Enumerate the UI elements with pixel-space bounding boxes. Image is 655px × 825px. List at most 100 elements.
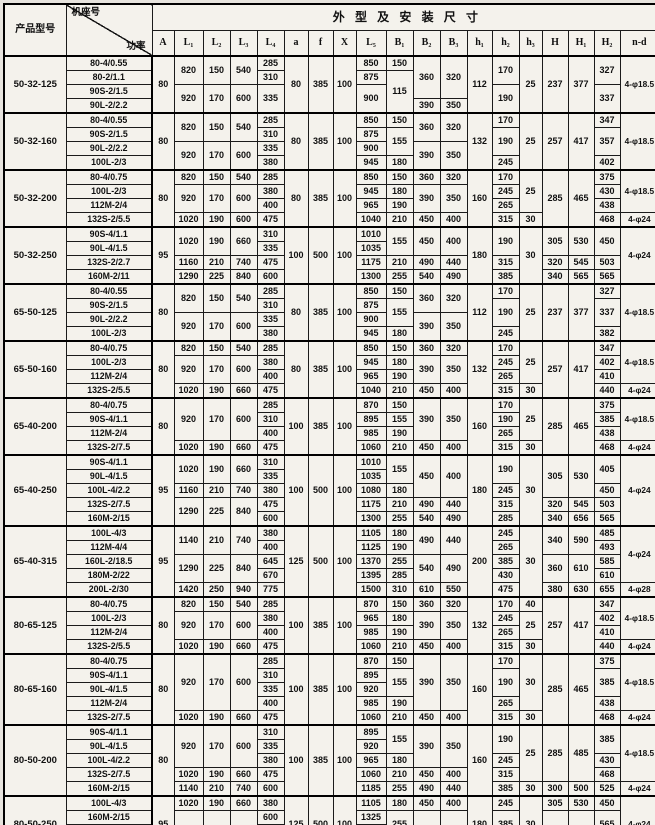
dim-value-cell: 100 bbox=[332, 226, 357, 285]
frame-number-label: 机座号 bbox=[71, 7, 101, 18]
dim-value-cell: 310 bbox=[256, 724, 285, 740]
dim-value-cell: 100 bbox=[283, 397, 309, 456]
dim-value-cell: 490 bbox=[439, 554, 468, 583]
motor-power-cell: 112M-2/4 bbox=[65, 426, 153, 441]
dim-value-cell: 190 bbox=[202, 383, 231, 399]
dim-value-cell: 100 bbox=[332, 525, 357, 598]
dim-value-cell: 320 bbox=[439, 340, 468, 356]
table-row: 50-32-160 80-4/0.55 80 820 150 540 285 80 385 100… bbox=[3, 112, 655, 171]
dim-value-cell: 895 bbox=[355, 412, 387, 427]
motor-power-cell: 160M-2/15 bbox=[65, 781, 153, 797]
dim-value-cell: 820 bbox=[173, 340, 204, 356]
dim-value-cell: 245 bbox=[491, 611, 520, 626]
dim-value-cell: 490 bbox=[439, 810, 468, 825]
dim-value-cell: 400 bbox=[256, 369, 285, 384]
dim-value-cell: 375 bbox=[593, 169, 621, 185]
dim-value-cell: 377 bbox=[567, 55, 595, 114]
dim-value-cell: 320 bbox=[439, 283, 468, 313]
dim-value-cell: 125 bbox=[283, 795, 309, 825]
dim-value-cell: 190 bbox=[385, 540, 414, 555]
dim-value-cell: 450 bbox=[412, 383, 441, 399]
dim-value-cell: 375 bbox=[593, 653, 621, 669]
table-row: 112M-2/4 400 985 190 265 438 bbox=[4, 426, 655, 441]
dim-value-cell: 170 bbox=[491, 169, 520, 185]
dim-value-cell: 340 bbox=[541, 810, 569, 825]
dim-value-cell: 600 bbox=[229, 355, 258, 384]
dim-value-cell: 600 bbox=[229, 184, 258, 213]
dim-value-cell: 4-φ24 bbox=[619, 226, 655, 285]
dim-value-cell: 170 bbox=[202, 611, 231, 640]
dim-value-cell: 940 bbox=[229, 582, 258, 598]
motor-power-cell: 90L-2/2.2 bbox=[65, 141, 153, 156]
dim-value-cell: 1325 bbox=[355, 810, 387, 825]
dim-value-cell: 30 bbox=[518, 710, 543, 726]
product-model-cell: 50-32-250 bbox=[3, 226, 67, 285]
dim-value-cell: 870 bbox=[355, 397, 387, 413]
dim-value-cell: 545 bbox=[567, 255, 595, 270]
dim-value-cell: 945 bbox=[355, 355, 387, 370]
dim-value-cell: 30 bbox=[518, 226, 543, 285]
dim-value-cell: 450 bbox=[412, 639, 441, 655]
dim-value-cell: 150 bbox=[202, 283, 231, 313]
dim-value-cell: 500 bbox=[567, 781, 595, 797]
motor-power-cell: 90L-4/1.5 bbox=[65, 241, 153, 256]
table-row: 100L-2/3 920 170 600 380 945 180 390 350 245 430 bbox=[4, 184, 655, 213]
dim-value-cell: 4-φ24 bbox=[619, 795, 655, 825]
dim-value-cell: 840 bbox=[229, 554, 258, 583]
table-row: 160M-2/15 1140 210 740 600 1185 255 490 440 385 30… bbox=[4, 781, 655, 797]
table-row: 50-32-125 80-4/0.55 80 820 150 540 285 80 385 100… bbox=[3, 55, 655, 114]
dim-value-cell: 4-φ18.5 bbox=[619, 283, 655, 342]
dim-value-cell: 285 bbox=[541, 724, 569, 782]
dim-value-cell: 400 bbox=[439, 226, 468, 256]
dim-value-cell: 350 bbox=[439, 184, 468, 213]
dim-value-cell: 245 bbox=[491, 525, 520, 541]
product-model-cell: 65-40-315 bbox=[3, 525, 67, 598]
dim-value-cell: 440 bbox=[439, 497, 468, 512]
dim-value-cell: 450 bbox=[412, 795, 441, 811]
dim-value-cell: 4-φ18.5 bbox=[619, 397, 655, 441]
dim-value-cell: 1020 bbox=[173, 383, 204, 399]
dim-value-cell: 870 bbox=[355, 653, 387, 669]
dim-value-cell: 385 bbox=[593, 668, 621, 697]
dim-value-cell: 660 bbox=[229, 795, 258, 811]
dim-value-cell: 438 bbox=[593, 426, 621, 441]
dim-value-cell: 660 bbox=[229, 383, 258, 399]
dim-value-cell: 1020 bbox=[173, 226, 204, 256]
dim-value-cell: 4-φ24 bbox=[619, 525, 655, 583]
dim-value-cell: 920 bbox=[173, 653, 204, 711]
dim-value-cell: 1060 bbox=[355, 639, 387, 655]
table-row: 50-32-250 90S-4/1.1 95 1020 190 660 310 100 500 1… bbox=[3, 226, 655, 285]
dim-value-cell: 400 bbox=[256, 625, 285, 640]
dim-value-cell: 468 bbox=[593, 440, 621, 456]
dim-value-cell: 132 bbox=[466, 112, 493, 171]
dim-value-cell: 1035 bbox=[355, 241, 387, 256]
dim-value-cell: 360 bbox=[412, 55, 441, 99]
dim-value-cell: 600 bbox=[229, 653, 258, 711]
dim-value-cell: 315 bbox=[491, 767, 520, 782]
dim-value-cell: 310 bbox=[256, 668, 285, 683]
dim-value-cell: 4-φ24 bbox=[619, 639, 655, 655]
table-row: 80-65-160 80-4/0.75 80 920 170 600 285 100 385 10… bbox=[3, 653, 655, 726]
motor-power-cell: 90S-4/1.1 bbox=[65, 454, 153, 470]
dim-value-cell: 150 bbox=[385, 596, 414, 612]
dim-value-cell: 450 bbox=[412, 212, 441, 228]
dim-value-cell: 170 bbox=[491, 397, 520, 413]
dim-value-cell: 112 bbox=[466, 283, 493, 342]
dim-value-cell: 255 bbox=[385, 554, 414, 569]
table-row: 100L-4/2.2 380 965 180 245 430 bbox=[4, 753, 655, 768]
dim-value-cell: 320 bbox=[439, 169, 468, 185]
dim-value-cell: 265 bbox=[491, 426, 520, 441]
dim-value-cell: 200 bbox=[466, 525, 493, 598]
dim-value-cell: 440 bbox=[439, 781, 468, 797]
dim-header-b: B₂ bbox=[412, 29, 441, 57]
dim-value-cell: 347 bbox=[593, 340, 621, 356]
dim-value-cell: 170 bbox=[491, 340, 520, 356]
table-row: 90S-2/1.5 310 875 155 190 337 bbox=[4, 298, 655, 327]
table-row: 65-40-250 90S-4/1.1 95 1020 190 660 310 100 500 1… bbox=[3, 454, 655, 527]
dim-value-cell: 245 bbox=[491, 753, 520, 768]
dim-value-cell: 468 bbox=[593, 212, 621, 228]
dim-value-cell: 450 bbox=[412, 710, 441, 726]
dim-value-cell: 190 bbox=[202, 710, 231, 726]
dim-value-cell: 320 bbox=[439, 112, 468, 142]
dim-value-cell: 315 bbox=[491, 639, 520, 655]
